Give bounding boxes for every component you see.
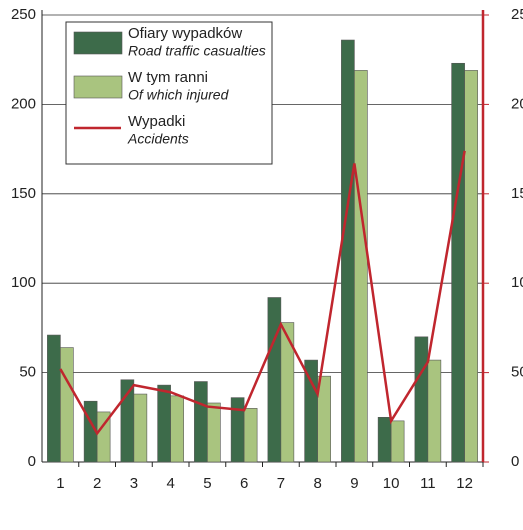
y-tick-label: 100 [11,274,36,291]
legend-label: W tym ranni [128,69,208,86]
bar [451,62,465,463]
bar [464,70,478,463]
bar [377,416,392,463]
bar [317,375,331,463]
x-tick-label: 12 [456,475,473,492]
legend-label: Ofiary wypadków [128,25,242,42]
x-tick-label: 1 [56,475,64,492]
x-tick-label: 6 [240,475,248,492]
y-tick-label: 200 [11,95,36,112]
x-tick-label: 2 [93,475,101,492]
y2-tick-label: 0 [511,453,519,470]
x-tick-label: 5 [203,475,211,492]
line [59,150,466,436]
bar [390,420,405,463]
legend-label: Wypadki [128,113,185,130]
bar [194,381,208,463]
bar [170,395,184,463]
y-tick-label: 250 [11,6,36,23]
bar [133,393,148,463]
legend-swatch [73,31,123,55]
bar [60,347,74,463]
bar [427,359,442,463]
legend-swatch [73,75,123,99]
y2-tick-label: 100 [511,274,523,291]
y2-tick-label: 50 [511,364,523,381]
y-tick-label: 50 [19,364,36,381]
bar [230,397,245,463]
bar [96,411,111,463]
x-tick-label: 7 [277,475,285,492]
legend-label-en: Of which injured [128,87,230,103]
bar [341,39,355,463]
y2-tick-label: 250 [511,6,523,23]
y-tick-label: 150 [11,185,36,202]
x-tick-label: 3 [130,475,138,492]
bar [267,297,282,463]
bar [157,384,171,463]
y2-tick-label: 200 [511,95,523,112]
x-tick-label: 4 [166,475,174,492]
legend-label-en: Accidents [127,131,189,147]
x-tick-label: 10 [383,475,400,492]
bar [207,402,221,463]
bar [354,70,368,463]
y-tick-label: 0 [28,453,36,470]
x-tick-label: 8 [313,475,321,492]
bar [47,334,61,463]
x-tick-label: 9 [350,475,358,492]
legend-label-en: Road traffic casualties [128,43,266,59]
bar [280,322,295,463]
x-tick-label: 11 [420,475,436,492]
bar [414,336,429,463]
y2-tick-label: 150 [511,185,523,202]
bar [243,408,258,463]
